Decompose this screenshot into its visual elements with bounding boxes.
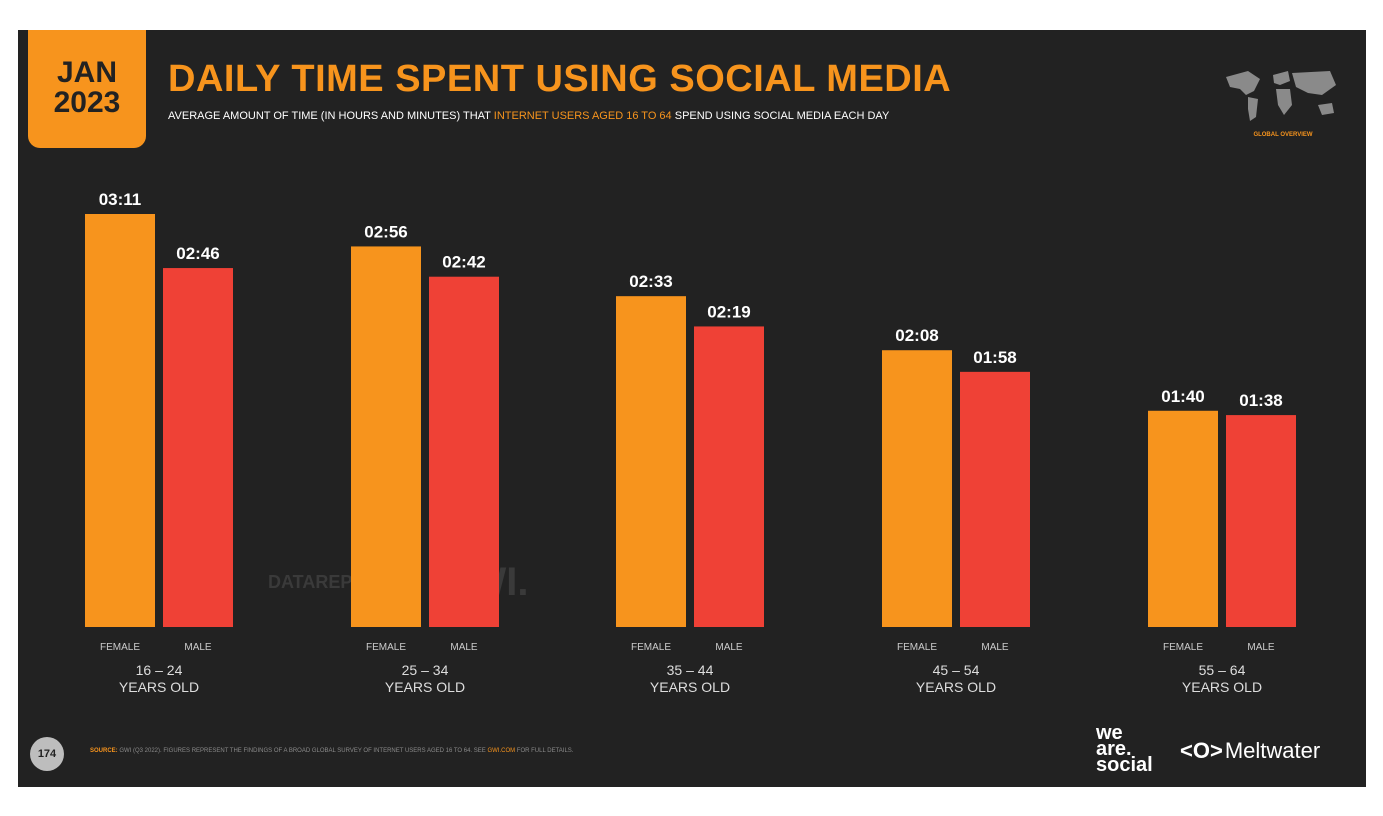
source-text: GWI (Q3 2022). FIGURES REPRESENT THE FIN… [117, 748, 488, 754]
data-label-male-3: 02:19 [707, 302, 750, 321]
category-label-3: 35 – 44 [667, 662, 714, 678]
source-note: SOURCE: GWI (Q3 2022). FIGURES REPRESENT… [90, 748, 573, 754]
bar-male-1 [163, 268, 233, 627]
bar-male-4 [960, 371, 1030, 627]
global-overview-label: GLOBAL OVERVIEW [1253, 132, 1313, 138]
series-label-male-1: MALE [184, 642, 212, 653]
slide: JAN 2023 DAILY TIME SPENT USING SOCIAL M… [18, 30, 1366, 787]
page-title: DAILY TIME SPENT USING SOCIAL MEDIA [168, 58, 952, 100]
world-map-icon [1226, 71, 1336, 121]
category-sublabel-5: YEARS OLD [1182, 679, 1262, 695]
source-label: SOURCE: [90, 748, 118, 754]
data-label-female-4: 02:08 [895, 326, 938, 345]
date-badge: JAN 2023 [28, 30, 146, 148]
category-label-5: 55 – 64 [1199, 662, 1246, 678]
series-label-male-3: MALE [715, 642, 743, 653]
meltwater-text: Meltwater [1224, 738, 1321, 763]
series-label-male-5: MALE [1247, 642, 1275, 653]
date-year: 2023 [53, 86, 121, 119]
bar-male-3 [694, 326, 764, 627]
meltwater-logo: <O>Meltwater [1180, 738, 1320, 764]
category-sublabel-2: YEARS OLD [385, 679, 465, 695]
subtitle-pre: AVERAGE AMOUNT OF TIME (IN HOURS AND MIN… [168, 110, 494, 122]
brand-are: are. [1096, 738, 1132, 760]
series-label-male-2: MALE [450, 642, 478, 653]
brand-social: social [1096, 754, 1153, 776]
bar-male-5 [1226, 415, 1296, 627]
data-label-female-5: 01:40 [1161, 387, 1204, 406]
data-label-male-2: 02:42 [442, 253, 485, 272]
bar-female-2 [351, 246, 421, 627]
series-label-female-4: FEMALE [897, 642, 937, 653]
category-label-2: 25 – 34 [402, 662, 449, 678]
series-label-female-2: FEMALE [366, 642, 406, 653]
bar-female-3 [616, 296, 686, 627]
date-month: JAN [56, 56, 117, 89]
meltwater-icon: <O> [1180, 738, 1223, 763]
data-label-female-2: 02:56 [364, 222, 407, 241]
series-label-female-5: FEMALE [1163, 642, 1203, 653]
subtitle-highlight: INTERNET USERS AGED 16 TO 64 [493, 110, 672, 122]
category-sublabel-4: YEARS OLD [916, 679, 996, 695]
page-number: 174 [30, 737, 64, 771]
series-label-female-3: FEMALE [631, 642, 671, 653]
data-label-male-4: 01:58 [973, 348, 1016, 367]
category-label-1: 16 – 24 [136, 662, 183, 678]
source-link[interactable]: GWI.COM [487, 748, 516, 754]
category-label-4: 45 – 54 [933, 662, 980, 678]
data-label-female-3: 02:33 [629, 272, 672, 291]
bar-female-5 [1148, 410, 1218, 627]
subtitle-post: SPEND USING SOCIAL MEDIA EACH DAY [671, 110, 890, 122]
bar-female-4 [882, 350, 952, 627]
brand-we: we [1096, 722, 1123, 744]
bar-female-1 [85, 214, 155, 627]
category-sublabel-3: YEARS OLD [650, 679, 730, 695]
data-label-female-1: 03:11 [99, 190, 142, 209]
subtitle: AVERAGE AMOUNT OF TIME (IN HOURS AND MIN… [168, 110, 889, 122]
series-label-female-1: FEMALE [100, 642, 140, 653]
bar-male-2 [429, 276, 499, 627]
data-label-male-5: 01:38 [1239, 391, 1282, 410]
category-sublabel-1: YEARS OLD [119, 679, 199, 695]
source-end: FOR FULL DETAILS. [515, 748, 574, 754]
series-label-male-4: MALE [981, 642, 1009, 653]
we-are-social-logo: we are. social [1096, 722, 1153, 776]
data-label-male-1: 02:46 [176, 244, 219, 263]
